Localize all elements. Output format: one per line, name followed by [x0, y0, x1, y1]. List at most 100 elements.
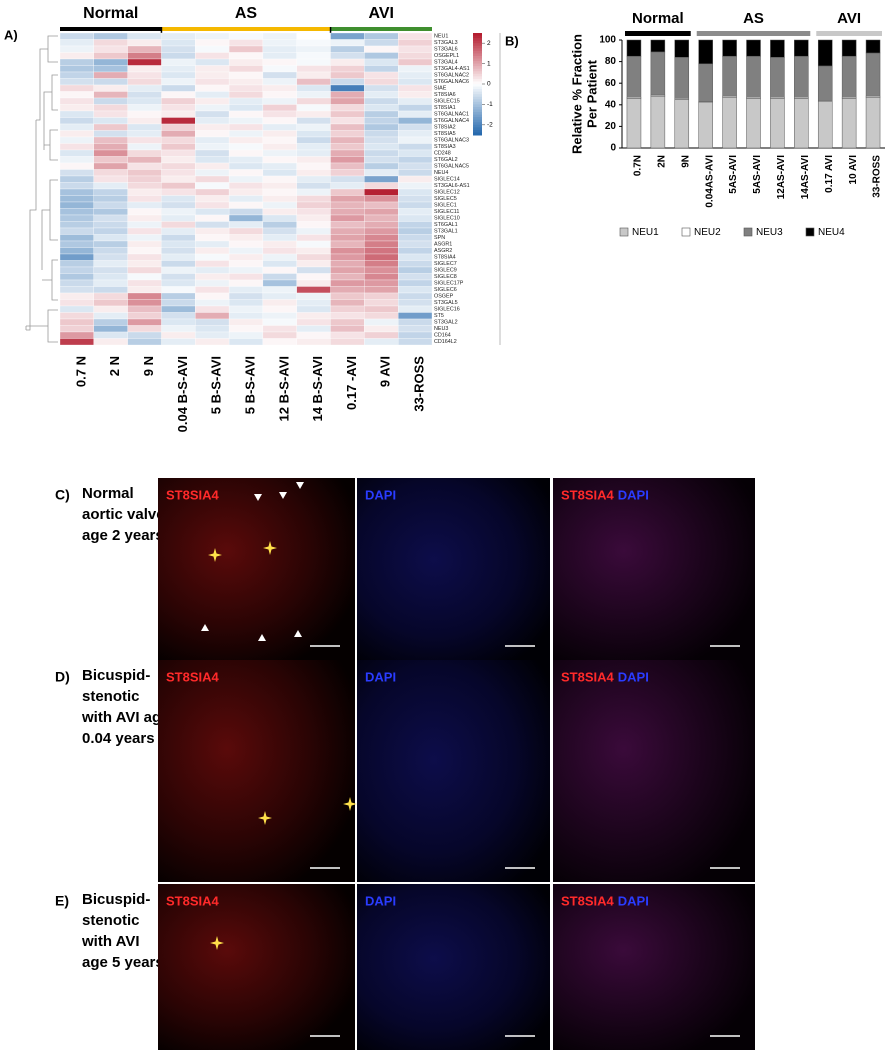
heatmap-cell: [228, 52, 264, 60]
heatmap-cell: [93, 162, 128, 170]
y-tick-label: 40: [605, 99, 617, 110]
heatmap-cell: [364, 266, 399, 274]
heatmap-cell: [195, 195, 230, 203]
micrograph: [357, 478, 550, 660]
heatmap-cell: [161, 188, 196, 196]
heatmap-cell: [59, 110, 94, 118]
heatmap-cell: [59, 195, 94, 203]
heatmap-cell: [330, 123, 365, 131]
bar-segment: [817, 101, 833, 149]
colorbar-step: [473, 71, 482, 75]
heatmap-cell: [364, 273, 399, 281]
heatmap-cell: [398, 52, 433, 60]
heatmap-cell: [161, 266, 196, 274]
heatmap-cell: [330, 331, 365, 339]
heatmap-cell: [195, 325, 230, 333]
heatmap-cell: [93, 97, 128, 105]
heatmap-cell: [161, 195, 196, 203]
heatmap-cell: [59, 201, 94, 209]
panel-description: 0.04 years: [82, 730, 155, 747]
heatmap-cell: [93, 39, 128, 47]
panel-description: stenotic: [82, 912, 140, 929]
heatmap-cell: [127, 143, 162, 151]
heatmap-cell: [296, 214, 331, 222]
heatmap-cell: [330, 201, 365, 209]
heatmap-cell: [330, 175, 365, 183]
bar-segment: [865, 39, 881, 54]
bar-segment: [817, 65, 833, 101]
heatmap-cell: [93, 104, 128, 112]
group-label: AVI: [837, 10, 861, 27]
heatmap-cell: [262, 45, 297, 53]
gene-label: ST8SIA2: [434, 125, 456, 131]
heatmap-cell: [330, 214, 365, 222]
heatmap-cell: [228, 156, 264, 164]
heatmap-cell: [161, 253, 196, 261]
legend-label: NEU2: [694, 227, 721, 238]
heatmap-cell: [364, 240, 399, 248]
heatmap-cell: [195, 71, 230, 79]
heatmap-cell: [93, 338, 128, 346]
heatmap-cell: [262, 201, 297, 209]
heatmap-cell: [228, 338, 264, 346]
panel-description: Normal: [82, 485, 134, 502]
heatmap-cell: [296, 130, 331, 138]
heatmap-cell: [93, 110, 128, 118]
bar-segment: [698, 39, 713, 65]
heatmap-cell: [262, 52, 297, 60]
group-label: AS: [743, 10, 764, 27]
heatmap-cell: [228, 78, 264, 86]
heatmap-cell: [262, 110, 297, 118]
panel-description: aortic valve: [82, 506, 165, 523]
heatmap-cell: [330, 312, 365, 320]
heatmap-cell: [59, 331, 94, 339]
heatmap-cell: [398, 162, 433, 170]
bar-segment: [794, 39, 809, 57]
gene-label: ST8SIA3: [434, 144, 456, 150]
marker-star: [210, 936, 224, 950]
bar-segment: [722, 55, 737, 97]
heatmap-cell: [228, 286, 264, 294]
heatmap-cell: [330, 234, 365, 242]
heatmap-cell: [262, 266, 297, 274]
heatmap-cell: [228, 32, 264, 40]
gene-label: SIGLEC6: [434, 287, 457, 293]
heatmap-cell: [228, 305, 264, 313]
heatmap-cell: [59, 130, 94, 138]
gene-label: ST6GAL1: [434, 222, 458, 228]
heatmap-cell: [195, 32, 230, 40]
gene-label: NEU3: [434, 326, 448, 332]
heatmap-cell: [59, 318, 94, 326]
heatmap-cell: [161, 162, 196, 170]
bar-segment: [626, 39, 642, 57]
gene-label: SIGLEC12: [434, 190, 460, 196]
heatmap-cell: [228, 208, 264, 216]
bar-segment: [674, 57, 690, 99]
heatmap-cell: [296, 123, 331, 131]
heatmap-cell: [296, 286, 331, 294]
bar-segment: [626, 98, 642, 149]
heatmap-cell: [195, 273, 230, 281]
group-bar: [161, 27, 331, 31]
heatmap-cell: [195, 97, 230, 105]
heatmap-cell: [364, 162, 399, 170]
heatmap-cell: [262, 65, 297, 73]
heatmap-cell: [262, 273, 297, 281]
gene-label: ST6GALNAC6: [434, 79, 469, 85]
heatmap-cell: [195, 286, 230, 294]
heatmap-cell: [161, 110, 196, 118]
heatmap-cell: [93, 253, 128, 261]
bar-segment: [746, 98, 761, 149]
heatmap-cell: [262, 331, 297, 339]
gene-label: SIGLEC1: [434, 203, 457, 209]
heatmap-cell: [364, 214, 399, 222]
heatmap-cell: [296, 182, 331, 190]
marker-star: [208, 548, 222, 562]
heatmap-cell: [296, 292, 331, 300]
heatmap-cell: [59, 253, 94, 261]
heatmap-cell: [127, 208, 162, 216]
heatmap-cell: [262, 299, 297, 307]
colorbar-step: [473, 132, 482, 136]
x-tick-label: 33-ROSS: [872, 155, 883, 198]
heatmap-cell: [161, 279, 196, 287]
